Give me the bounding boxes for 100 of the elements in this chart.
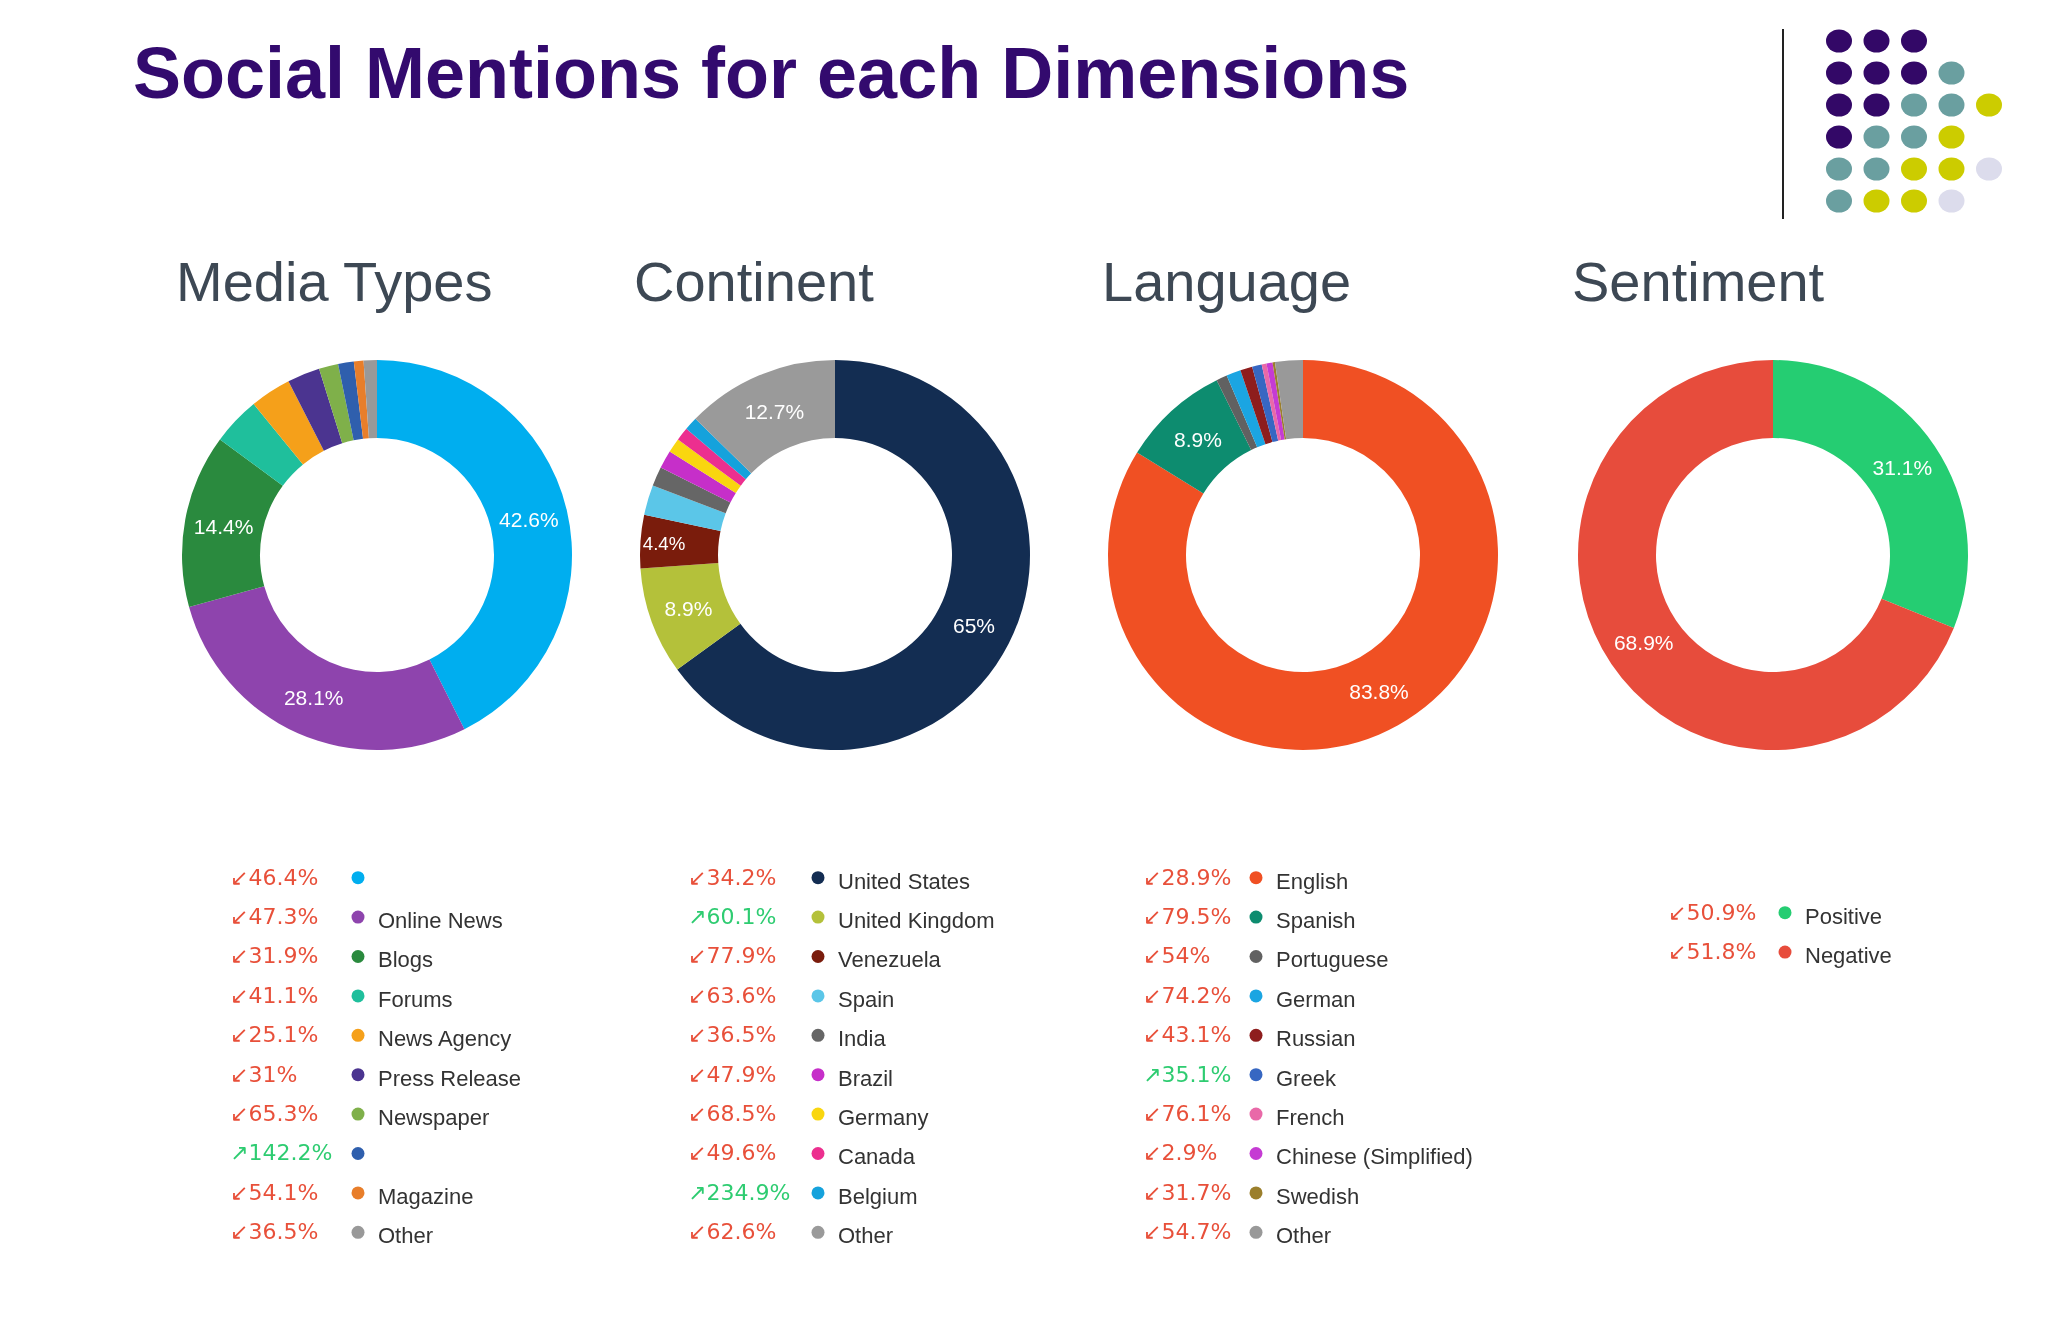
donut-slice (1266, 362, 1285, 441)
donut-slice (695, 360, 835, 474)
legend-label: Spanish (1276, 908, 1356, 934)
donut-slice (1226, 370, 1266, 448)
text: ↗234.9% (688, 1179, 791, 1205)
text: ↙74.2% (1143, 982, 1232, 1008)
donut-slice (288, 368, 343, 451)
data-label: 14.4% (193, 515, 254, 539)
donut-slice (652, 467, 731, 514)
text: ↙68.5% (688, 1101, 777, 1127)
legend-label: Canada (838, 1144, 916, 1170)
legend-label: Online News (378, 908, 503, 934)
text: ↙77.9% (688, 943, 777, 969)
donut-slice (1137, 380, 1252, 494)
legend-label: Russian (1276, 1026, 1356, 1052)
text: ↙63.6% (688, 982, 777, 1008)
donut-slice (353, 360, 369, 439)
donut-slice (1108, 360, 1498, 750)
donut-slice (1274, 360, 1303, 440)
text: ↙76.1% (1143, 1101, 1232, 1127)
data-label: 4.4% (642, 532, 686, 554)
text: ↙47.3% (230, 904, 319, 930)
chart-title: Media Types (176, 249, 493, 313)
donut-slice (1240, 366, 1273, 445)
legend-label: Other (838, 1223, 894, 1249)
donut-slice (1272, 362, 1287, 440)
legend-label: Brazil (838, 1065, 894, 1091)
text: ↙34.2% (688, 864, 777, 890)
text: ↙43.1% (1143, 1022, 1232, 1048)
legend-label: German (1276, 986, 1356, 1012)
legend-label: News Agency (378, 1026, 512, 1052)
text: ↙28.9% (1143, 864, 1232, 890)
text: ↙47.9% (688, 1061, 777, 1087)
legend-label: Blogs (378, 947, 434, 973)
legend-label: Belgium (838, 1183, 918, 1209)
donut-slice (219, 403, 303, 486)
legend-label: India (838, 1026, 887, 1052)
donut-slice (677, 428, 746, 486)
text: ↙31.7% (1143, 1179, 1232, 1205)
text: ↙31.9% (230, 943, 319, 969)
donut-slice (686, 418, 752, 480)
text: ↙49.6% (688, 1140, 777, 1166)
text: ↙25.1% (230, 1022, 319, 1048)
legend-label: Press Release (378, 1065, 522, 1091)
donut-slice (1578, 360, 1954, 750)
text: ↗142.2% (230, 1140, 333, 1166)
legend-label: Positive (1805, 903, 1883, 929)
chart-title: Language (1102, 249, 1352, 313)
text: ↙50.9% (1668, 899, 1757, 925)
legend-label: English (1276, 868, 1349, 894)
legend-label: Chinese (Simplified) (1276, 1144, 1473, 1170)
donut-slice (1261, 363, 1282, 441)
donut-slice (644, 485, 726, 531)
data-label: 12.7% (744, 399, 805, 423)
text: ↙31% (230, 1061, 298, 1087)
data-label: 42.6% (499, 507, 559, 531)
legend-label: Germany (838, 1105, 929, 1131)
donut-slice (640, 563, 741, 670)
chart-title: Sentiment (1572, 249, 1825, 313)
donut-slice (660, 451, 736, 503)
data-label: 65% (952, 614, 996, 638)
text: Social Mentions for each Dimensions (133, 33, 1410, 114)
legend-label: Newspaper (378, 1105, 490, 1131)
data-label: 28.1% (283, 686, 344, 710)
donut-slice (669, 439, 741, 493)
legend-label: Greek (1276, 1065, 1337, 1091)
donut-slice (1252, 364, 1279, 443)
donut-slice (363, 360, 377, 439)
chart-title: Continent (634, 249, 875, 313)
legend-label: United Kingdom (838, 908, 995, 934)
legend-label: Spain (838, 986, 895, 1012)
text: ↙79.5% (1143, 904, 1232, 930)
donut-slice (377, 360, 572, 730)
data-label: 68.9% (1613, 630, 1674, 654)
text: ↙51.8% (1668, 939, 1757, 965)
text: ↙65.3% (230, 1101, 319, 1127)
legend-label: Forums (378, 986, 453, 1012)
text: ↙46.4% (230, 864, 319, 890)
text: ↗60.1% (688, 904, 777, 930)
legend-label: Portuguese (1276, 947, 1389, 973)
text: ↙36.5% (688, 1022, 777, 1048)
legend-label: Magazine (378, 1183, 474, 1209)
data-label: 83.8% (1349, 679, 1409, 703)
donut-slice (253, 381, 324, 465)
donut-slice (640, 514, 721, 569)
text: ↙2.9% (1143, 1140, 1218, 1166)
donut-slice (189, 586, 465, 750)
text: ↙54.7% (1143, 1219, 1232, 1245)
text: ↙36.5% (230, 1219, 319, 1245)
legend-label: Negative (1805, 943, 1892, 969)
legend-label: French (1276, 1105, 1345, 1131)
data-label: 31.1% (1872, 456, 1933, 480)
legend-label: Other (378, 1223, 434, 1249)
donut-slice (338, 361, 364, 441)
donut-slice (1773, 360, 1968, 628)
legend-label: United States (838, 868, 971, 894)
text: ↙54% (1143, 943, 1211, 969)
donut-slice (319, 363, 354, 444)
text: ↗35.1% (1143, 1061, 1232, 1087)
text: ↙54.1% (230, 1179, 319, 1205)
